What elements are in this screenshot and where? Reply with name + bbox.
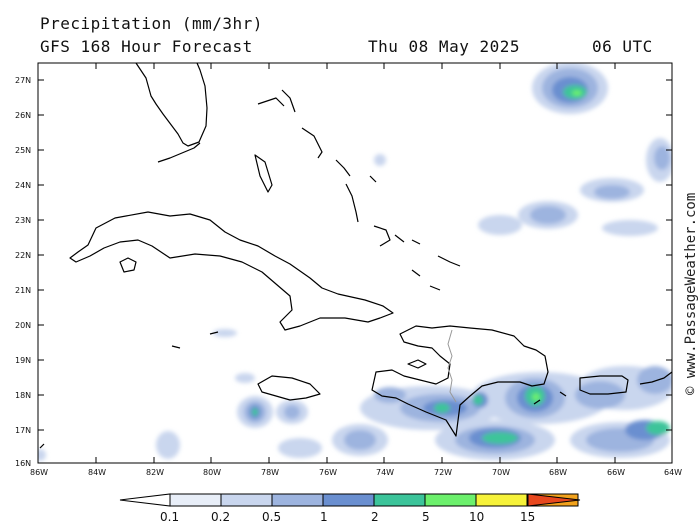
colorbar-segment xyxy=(271,493,324,507)
lat-label-18n: 18N xyxy=(15,391,31,400)
colorbar-segment xyxy=(475,493,528,507)
colorbar-high-arrow xyxy=(527,493,581,507)
colorbar-label-0-2: 0.2 xyxy=(211,510,230,524)
lat-label-27n: 27N xyxy=(15,76,31,85)
lat-label-26n: 26N xyxy=(15,111,31,120)
lon-label-80w: 80W xyxy=(203,468,221,477)
lat-label-20n: 20N xyxy=(15,321,31,330)
colorbar-label-0-1: 0.1 xyxy=(160,510,179,524)
watermark: © www.PassageWeather.com xyxy=(683,193,699,395)
colorbar-segment xyxy=(322,493,375,507)
colorbar-segment xyxy=(373,493,426,507)
colorbar: 0.1 0.2 0.5 1 2 5 10 15 xyxy=(119,493,581,524)
colorbar-label-2: 2 xyxy=(371,510,379,524)
forecast-model: GFS 168 Hour Forecast xyxy=(40,37,253,56)
jamaica-coastline xyxy=(257,375,321,401)
lat-label-21n: 21N xyxy=(15,286,31,295)
colorbar-label-10: 10 xyxy=(469,510,484,524)
colorbar-label-0-5: 0.5 xyxy=(262,510,281,524)
colorbar-low-arrow xyxy=(119,493,171,507)
forecast-date: Thu 08 May 2025 xyxy=(368,37,520,56)
lon-label-70w: 70W xyxy=(492,468,510,477)
colorbar-label-15: 15 xyxy=(520,510,535,524)
lat-label-17n: 17N xyxy=(15,426,31,435)
lon-label-74w: 74W xyxy=(376,468,394,477)
florida-coastline xyxy=(135,62,208,147)
lon-label-68w: 68W xyxy=(549,468,567,477)
colorbar-segment xyxy=(424,493,477,507)
lon-label-84w: 84W xyxy=(88,468,106,477)
colorbar-segment xyxy=(220,493,273,507)
precip-field xyxy=(38,63,672,461)
lon-label-66w: 66W xyxy=(607,468,625,477)
haiti-dr-border xyxy=(447,329,457,403)
cuba-coastline xyxy=(69,211,394,331)
map-title: Precipitation (mm/3hr) xyxy=(40,14,263,33)
forecast-time: 06 UTC xyxy=(592,37,653,56)
coastlines xyxy=(39,62,673,449)
watermark-text: © www.PassageWeather.com xyxy=(683,193,699,395)
puerto-rico-coastline xyxy=(579,375,629,395)
lon-label-82w: 82W xyxy=(146,468,164,477)
colorbar-segment xyxy=(169,493,222,507)
lat-label-19n: 19N xyxy=(15,356,31,365)
lon-label-78w: 78W xyxy=(261,468,279,477)
lat-label-25n: 25N xyxy=(15,146,31,155)
lon-label-76w: 76W xyxy=(319,468,337,477)
lon-label-86w: 86W xyxy=(30,468,48,477)
lat-label-22n: 22N xyxy=(15,251,31,260)
colorbar-label-5: 5 xyxy=(422,510,430,524)
latitude-axis xyxy=(38,79,672,431)
hispaniola-coastline xyxy=(371,325,549,437)
longitude-axis xyxy=(95,63,616,463)
lat-label-16n: 16N xyxy=(15,459,31,468)
lat-label-23n: 23N xyxy=(15,216,31,225)
map-frame xyxy=(37,62,673,464)
lon-label-72w: 72W xyxy=(434,468,452,477)
lat-label-24n: 24N xyxy=(15,181,31,190)
colorbar-label-1: 1 xyxy=(320,510,328,524)
lon-label-64w: 64W xyxy=(664,468,682,477)
